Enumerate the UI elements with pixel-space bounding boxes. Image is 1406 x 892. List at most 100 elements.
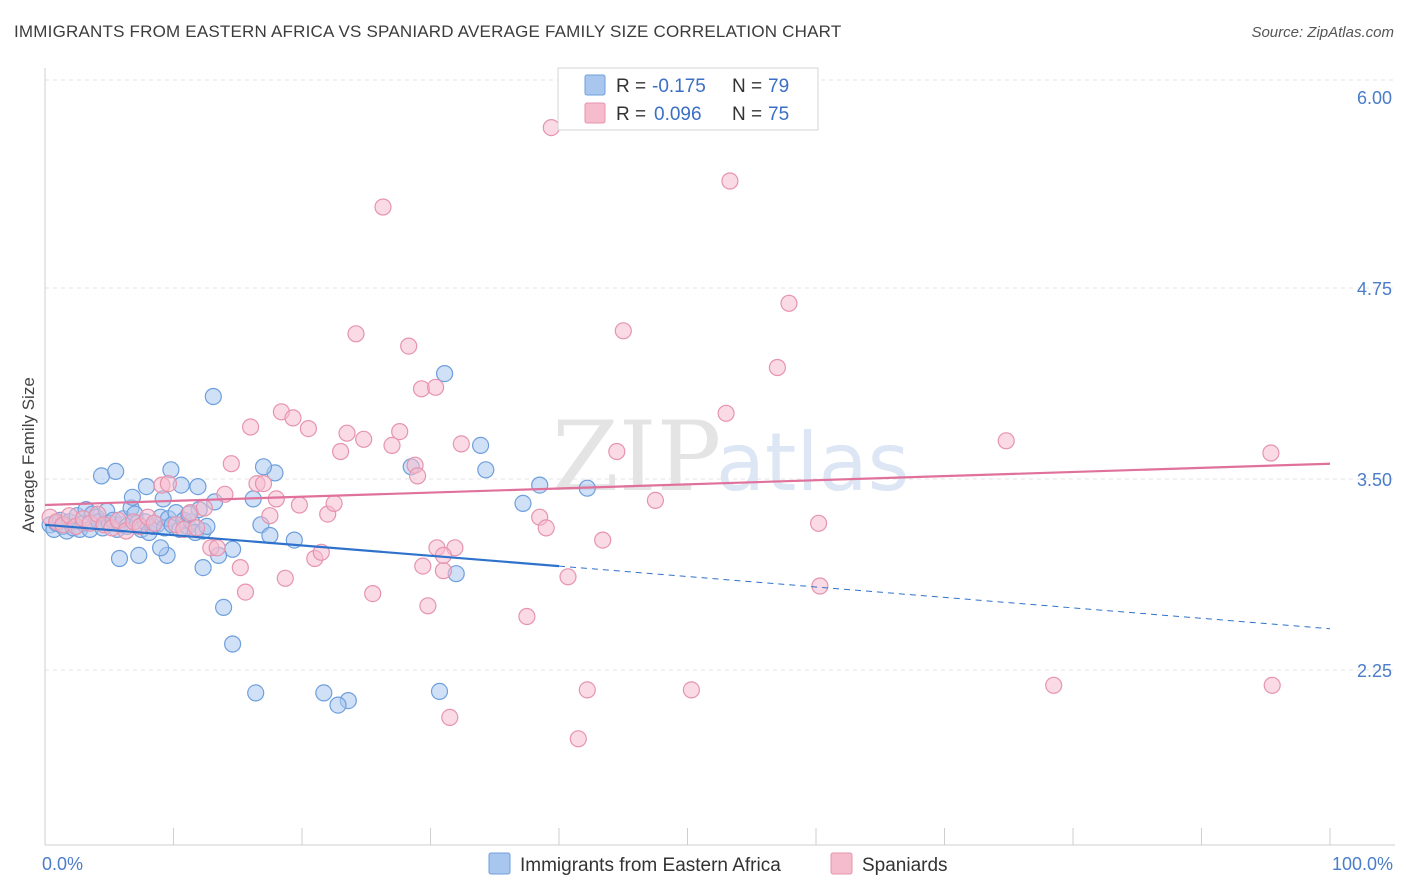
point-spaniards bbox=[347, 325, 365, 343]
legend-n-value-1: 79 bbox=[768, 76, 789, 97]
point-spaniards bbox=[383, 436, 401, 454]
point-eastern-africa bbox=[194, 558, 212, 577]
point-eastern-africa bbox=[531, 476, 549, 494]
trend-lines bbox=[44, 462, 1331, 630]
point-eastern-africa bbox=[107, 462, 125, 480]
point-eastern-africa bbox=[430, 682, 449, 701]
point-spaniards bbox=[682, 681, 701, 699]
point-spaniards bbox=[542, 118, 560, 137]
point-spaniards bbox=[290, 496, 308, 514]
point-spaniards bbox=[355, 430, 373, 448]
point-spaniards bbox=[242, 418, 260, 436]
point-spaniards bbox=[332, 442, 350, 461]
point-eastern-africa bbox=[204, 387, 222, 406]
trend-line-spaniards bbox=[44, 462, 1331, 507]
y-tick-label: 2.25 bbox=[1357, 661, 1392, 681]
point-spaniards bbox=[518, 607, 536, 626]
y-tick-label: 4.75 bbox=[1357, 279, 1392, 299]
point-eastern-africa bbox=[224, 635, 242, 653]
legend-r-label-2: R = bbox=[616, 104, 646, 125]
series-legend: Immigrants from Eastern Africa Spaniards bbox=[488, 852, 948, 876]
point-spaniards bbox=[427, 378, 445, 396]
point-spaniards bbox=[578, 681, 596, 699]
point-spaniards bbox=[188, 519, 206, 537]
legend-r-value-2: 0.096 bbox=[654, 104, 702, 125]
point-eastern-africa bbox=[215, 598, 233, 617]
point-spaniards bbox=[236, 583, 255, 601]
point-eastern-africa bbox=[130, 546, 148, 565]
point-spaniards bbox=[594, 531, 612, 549]
point-spaniards bbox=[338, 424, 356, 442]
legend-r-label-1: R = bbox=[616, 76, 646, 97]
point-spaniards bbox=[1045, 676, 1063, 694]
point-spaniards bbox=[159, 475, 177, 493]
point-spaniards bbox=[374, 198, 392, 216]
point-eastern-africa bbox=[137, 478, 156, 496]
point-spaniards bbox=[434, 562, 452, 580]
point-eastern-africa bbox=[189, 478, 207, 496]
point-spaniards bbox=[1262, 444, 1280, 462]
point-spaniards bbox=[208, 539, 226, 557]
point-eastern-africa bbox=[92, 467, 111, 485]
axes bbox=[44, 68, 1395, 846]
point-spaniards bbox=[537, 519, 555, 537]
point-eastern-africa bbox=[477, 461, 495, 479]
grid-lines bbox=[45, 79, 1395, 671]
point-spaniards bbox=[614, 322, 632, 340]
point-spaniards bbox=[721, 172, 739, 190]
series-legend-label-blue: Immigrants from Eastern Africa bbox=[520, 855, 781, 876]
legend-r-value-1: -0.175 bbox=[652, 76, 706, 97]
chart-title: IMMIGRANTS FROM EASTERN AFRICA VS SPANIA… bbox=[14, 22, 842, 41]
trend-line-eastern-africa-extension bbox=[558, 565, 1331, 630]
point-spaniards bbox=[400, 337, 418, 355]
x-tick-labels: 0.0% 100.0% bbox=[42, 854, 1393, 874]
y-axis-title: Average Family Size bbox=[19, 377, 38, 533]
point-spaniards bbox=[569, 730, 587, 748]
point-spaniards bbox=[299, 420, 317, 438]
y-tick-labels: 6.00 4.75 3.50 2.25 bbox=[1357, 88, 1392, 681]
point-eastern-africa bbox=[472, 436, 490, 454]
point-spaniards bbox=[261, 507, 279, 525]
point-eastern-africa bbox=[152, 539, 170, 557]
point-spaniards bbox=[364, 584, 382, 603]
x-tick-label: 100.0% bbox=[1332, 854, 1393, 874]
point-spaniards bbox=[231, 558, 249, 577]
point-eastern-africa bbox=[254, 458, 273, 476]
point-spaniards bbox=[811, 577, 829, 595]
trend-line-eastern-africa bbox=[44, 523, 560, 568]
chart-source: Source: ZipAtlas.com bbox=[1251, 24, 1394, 41]
point-spaniards bbox=[222, 455, 240, 473]
series-legend-label-pink: Spaniards bbox=[862, 855, 948, 876]
stats-legend: R = -0.175 N = 79 R = 0.096 N = 75 bbox=[557, 67, 819, 131]
point-spaniards bbox=[391, 423, 409, 441]
point-spaniards bbox=[276, 569, 294, 587]
watermark-atlas: atlas bbox=[716, 416, 909, 509]
point-spaniards bbox=[254, 475, 273, 493]
point-spaniards bbox=[780, 294, 798, 312]
point-spaniards bbox=[559, 568, 577, 586]
watermark-zip: ZIP bbox=[552, 401, 721, 513]
point-spaniards bbox=[646, 491, 665, 509]
point-spaniards bbox=[145, 514, 163, 532]
x-tick-label: 0.0% bbox=[42, 854, 83, 874]
point-eastern-africa bbox=[436, 365, 454, 383]
point-eastern-africa bbox=[329, 696, 347, 714]
point-spaniards bbox=[412, 380, 431, 398]
point-eastern-africa bbox=[315, 684, 333, 702]
point-spaniards bbox=[997, 432, 1015, 450]
y-tick-label: 3.50 bbox=[1357, 470, 1392, 490]
point-spaniards bbox=[452, 435, 470, 453]
point-spaniards bbox=[409, 467, 427, 485]
legend-n-label-1: N = bbox=[732, 76, 762, 97]
point-spaniards bbox=[608, 442, 626, 461]
point-eastern-africa bbox=[247, 684, 265, 702]
point-spaniards bbox=[414, 557, 432, 575]
point-eastern-africa bbox=[514, 494, 532, 512]
legend-swatch-pink bbox=[584, 102, 606, 124]
point-spaniards bbox=[809, 514, 828, 532]
legend-n-value-2: 75 bbox=[768, 104, 789, 125]
series-legend-swatch-pink bbox=[830, 852, 853, 875]
y-tick-label: 6.00 bbox=[1357, 88, 1392, 108]
point-spaniards bbox=[419, 597, 437, 615]
